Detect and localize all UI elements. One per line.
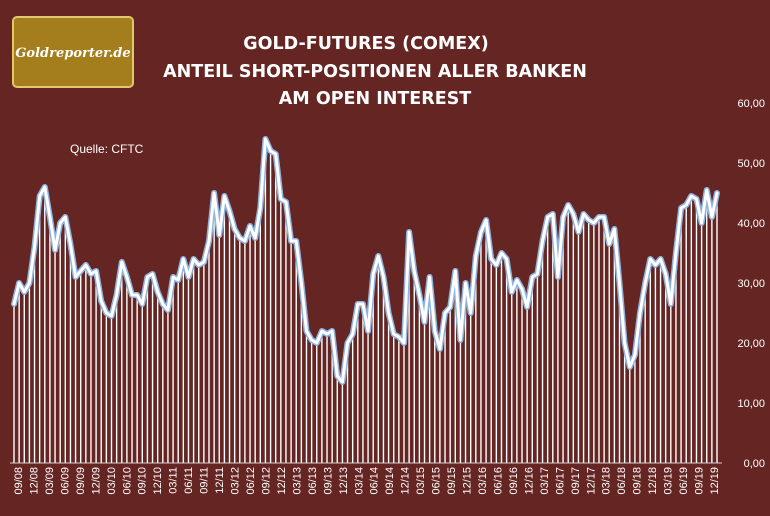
x-tick-label: 12/09 <box>90 467 102 495</box>
y-axis-ticks: 0,00 10,00 20,00 30,00 40,00 50,00 60,00 <box>737 98 765 470</box>
x-tick-label: 06/17 <box>554 467 566 495</box>
x-tick-label: 09/13 <box>322 467 334 495</box>
x-tick-label: 09/09 <box>75 467 87 495</box>
x-tick-label: 06/12 <box>245 467 257 495</box>
x-tick-label: 12/17 <box>585 467 597 495</box>
x-tick-label: 03/14 <box>353 467 365 495</box>
x-tick-label: 09/18 <box>632 467 644 495</box>
x-tick-label: 06/14 <box>369 467 381 495</box>
y-tick-label: 10,00 <box>737 398 765 410</box>
x-tick-label: 03/10 <box>106 467 118 495</box>
x-axis-ticks: 09/08 12/08 03/09 06/09 09/09 12/09 03/10 06/10… <box>13 467 721 495</box>
y-tick-label: 40,00 <box>737 218 765 230</box>
x-tick-label: 12/10 <box>152 467 164 495</box>
x-tick-label: 12/12 <box>276 467 288 495</box>
y-tick-label: 20,00 <box>737 338 765 350</box>
x-tick-label: 09/15 <box>446 467 458 495</box>
series-line <box>12 137 719 384</box>
x-tick-label: 12/08 <box>28 467 40 495</box>
x-tick-label: 12/15 <box>462 467 474 495</box>
x-tick-label: 03/17 <box>539 467 551 495</box>
x-tick-label: 12/13 <box>338 467 350 495</box>
x-tick-label: 03/11 <box>168 467 180 494</box>
chart-title-line-2: ANTEIL SHORT-POSITIONEN ALLER BANKEN <box>163 62 587 82</box>
x-tick-label: 12/19 <box>709 467 721 495</box>
x-tick-label: 06/19 <box>678 467 690 495</box>
logo-box <box>12 16 134 88</box>
x-tick-label: 03/19 <box>663 467 675 495</box>
x-tick-label: 06/09 <box>59 467 71 495</box>
y-tick-label: 30,00 <box>737 278 765 290</box>
x-tick-label: 09/12 <box>260 467 272 495</box>
x-tick-label: 09/17 <box>570 467 582 495</box>
x-tick-label: 12/16 <box>523 467 535 495</box>
series-line-glow <box>11 136 720 385</box>
source-label: Quelle: CFTC <box>70 142 144 156</box>
x-tick-label: 09/16 <box>508 467 520 495</box>
x-tick-label: 06/15 <box>431 467 443 495</box>
x-tick-label: 03/09 <box>44 467 56 495</box>
x-tick-label: 06/11 <box>183 467 195 494</box>
logo-text: Goldreporter.de <box>15 46 130 61</box>
chart-title-line-3: AM OPEN INTEREST <box>279 89 472 109</box>
x-tick-label: 12/14 <box>400 467 412 495</box>
x-tick-label: 03/12 <box>230 467 242 495</box>
logo: Goldreporter.de <box>12 16 134 88</box>
x-tick-label: 06/18 <box>616 467 628 495</box>
bars-group <box>13 139 718 463</box>
x-tick-label: 03/15 <box>415 467 427 495</box>
x-tick-label: 06/10 <box>121 467 133 495</box>
x-tick-label: 03/16 <box>477 467 489 495</box>
y-tick-label: 60,00 <box>737 98 765 110</box>
x-tick-label: 09/11 <box>199 467 211 494</box>
chart-title-line-1: GOLD-FUTURES (COMEX) <box>243 34 489 54</box>
x-tick-label: 12/18 <box>647 467 659 495</box>
x-tick-label: 06/16 <box>492 467 504 495</box>
x-tick-label: 03/13 <box>291 467 303 495</box>
x-tick-label: 09/10 <box>137 467 149 495</box>
x-tick-label: 09/14 <box>384 467 396 495</box>
x-tick-label: 09/08 <box>13 467 25 495</box>
x-tick-label: 12/11 <box>214 467 226 494</box>
x-tick-label: 06/13 <box>307 467 319 495</box>
y-tick-label: 50,00 <box>737 158 765 170</box>
x-tick-label: 03/18 <box>601 467 613 495</box>
x-tick-label: 09/19 <box>694 467 706 495</box>
y-tick-label: 0,00 <box>744 458 765 470</box>
